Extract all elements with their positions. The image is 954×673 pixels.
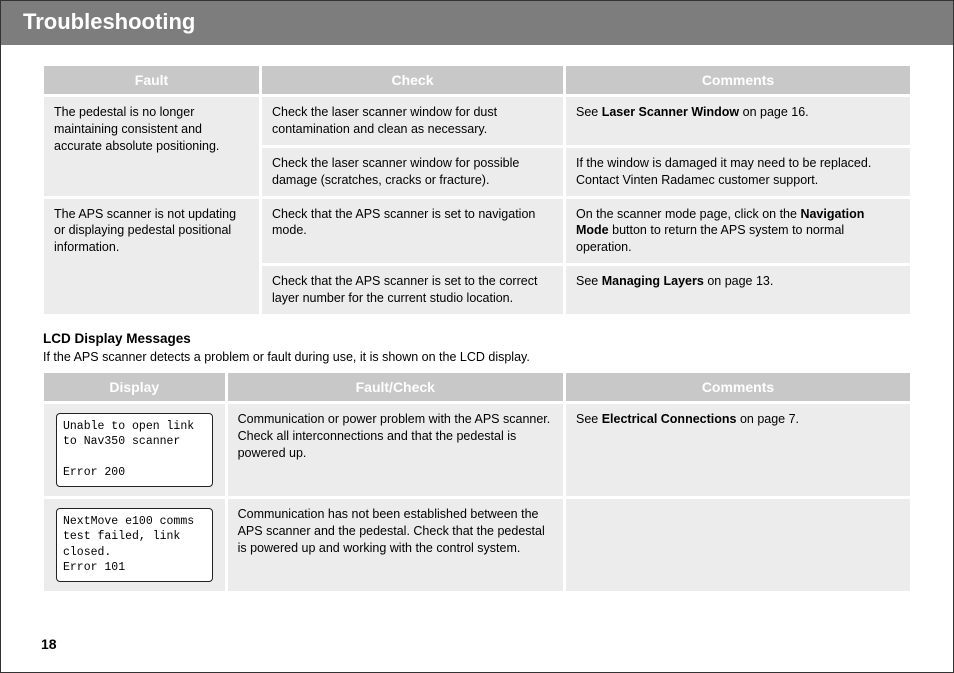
bold-ref: Electrical Connections [602, 412, 737, 426]
content-area: Fault Check Comments The pedestal is no … [1, 45, 953, 594]
col-header-check: Check [262, 66, 563, 94]
text: on page 13. [704, 274, 774, 288]
lcd-line: Error 101 [63, 560, 206, 576]
table-row: Unable to open link to Nav350 scanner Er… [44, 404, 910, 496]
lcd-line: NextMove e100 comms [63, 514, 206, 530]
col-header-faultcheck: Fault/Check [228, 373, 563, 401]
comments-cell: See Laser Scanner Window on page 16. [566, 97, 910, 145]
page-title: Troubleshooting [23, 9, 931, 35]
lcd-line: Unable to open link [63, 419, 206, 435]
text: If the window is damaged it may need to … [576, 156, 871, 187]
text: button to return the APS system to norma… [576, 223, 844, 254]
comments-cell: See Electrical Connections on page 7. [566, 404, 910, 496]
lcd-table: Display Fault/Check Comments Unable to o… [41, 370, 913, 594]
col-header-fault: Fault [44, 66, 259, 94]
bold-ref: Managing Layers [602, 274, 704, 288]
lcd-line: test failed, link [63, 529, 206, 545]
lcd-display-box: NextMove e100 comms test failed, link cl… [56, 508, 213, 582]
text: See [576, 105, 602, 119]
fault-cell: The APS scanner is not updating or displ… [44, 199, 259, 314]
text: See [576, 274, 602, 288]
lcd-line: Error 200 [63, 465, 206, 481]
comments-cell: If the window is damaged it may need to … [566, 148, 910, 196]
comments-cell: See Managing Layers on page 13. [566, 266, 910, 314]
text: on page 7. [736, 412, 799, 426]
check-cell: Check the laser scanner window for dust … [262, 97, 563, 145]
header-bar: Troubleshooting [1, 1, 953, 45]
lcd-line [63, 450, 206, 466]
bold-ref: Laser Scanner Window [602, 105, 739, 119]
lcd-line: to Nav350 scanner [63, 434, 206, 450]
text: on page 16. [739, 105, 809, 119]
lcd-display-box: Unable to open link to Nav350 scanner Er… [56, 413, 213, 487]
table-header-row: Display Fault/Check Comments [44, 373, 910, 401]
col-header-comments: Comments [566, 66, 910, 94]
check-cell: Check the laser scanner window for possi… [262, 148, 563, 196]
section-desc: If the APS scanner detects a problem or … [43, 350, 913, 364]
comments-cell [566, 499, 910, 591]
lcd-cell: NextMove e100 comms test failed, link cl… [44, 499, 225, 591]
text: See [576, 412, 602, 426]
lcd-cell: Unable to open link to Nav350 scanner Er… [44, 404, 225, 496]
section-title: LCD Display Messages [43, 331, 913, 346]
col-header-comments: Comments [566, 373, 910, 401]
table-row: The APS scanner is not updating or displ… [44, 199, 910, 264]
text: On the scanner mode page, click on the [576, 207, 800, 221]
check-cell: Check that the APS scanner is set to the… [262, 266, 563, 314]
check-cell: Check that the APS scanner is set to nav… [262, 199, 563, 264]
lcd-line: closed. [63, 545, 206, 561]
table-row: The pedestal is no longer maintaining co… [44, 97, 910, 145]
table-header-row: Fault Check Comments [44, 66, 910, 94]
page-frame: Troubleshooting Fault Check Comments The… [0, 0, 954, 673]
check-cell: Communication or power problem with the … [228, 404, 563, 496]
comments-cell: On the scanner mode page, click on the N… [566, 199, 910, 264]
page-number: 18 [41, 636, 57, 652]
fault-cell: The pedestal is no longer maintaining co… [44, 97, 259, 196]
table-row: NextMove e100 comms test failed, link cl… [44, 499, 910, 591]
fault-table: Fault Check Comments The pedestal is no … [41, 63, 913, 317]
check-cell: Communication has not been established b… [228, 499, 563, 591]
col-header-display: Display [44, 373, 225, 401]
